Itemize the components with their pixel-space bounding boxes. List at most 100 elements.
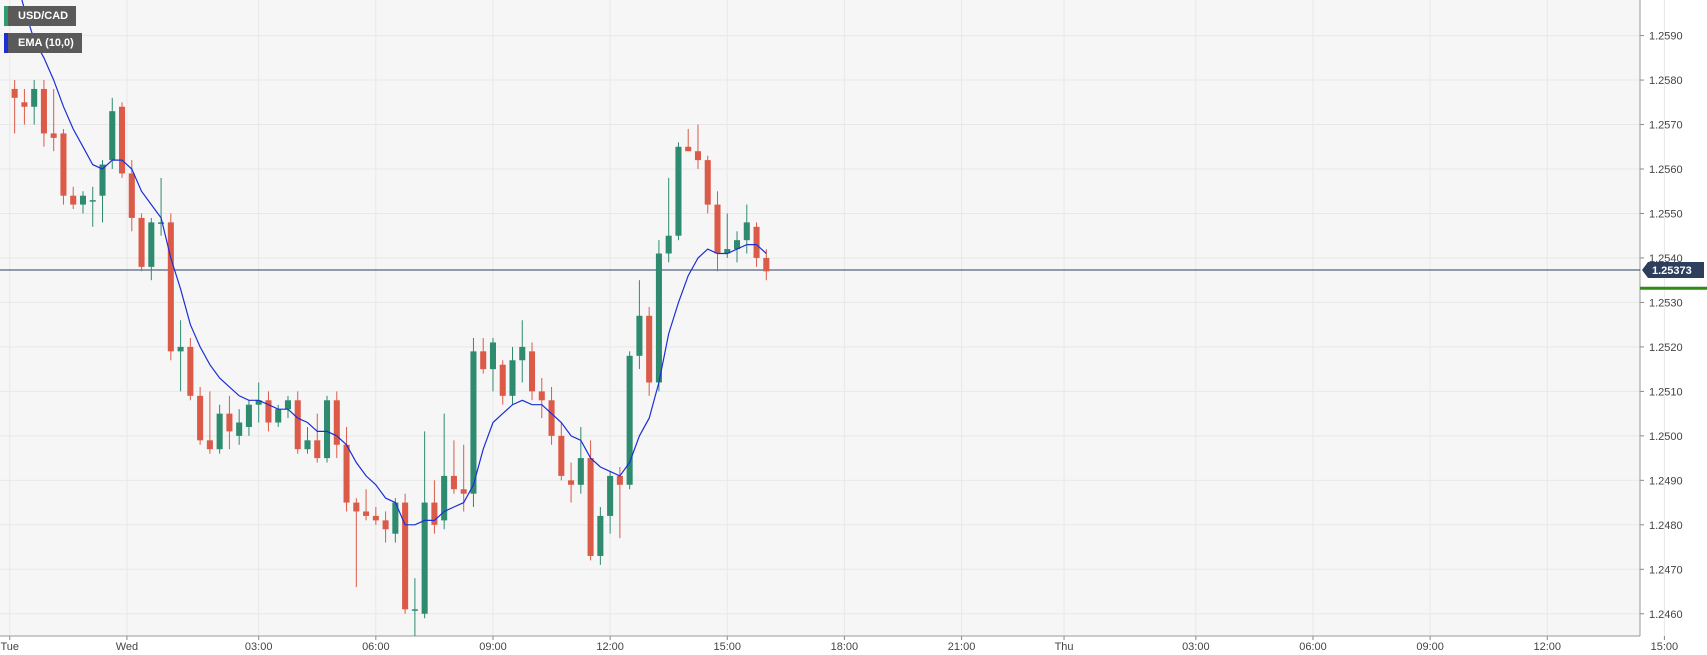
x-tick-label: 15:00 <box>713 641 741 653</box>
candle-body <box>694 151 702 161</box>
candle-body <box>753 226 760 258</box>
candle-body <box>597 515 604 556</box>
candle-body <box>323 400 331 459</box>
candle-body <box>148 222 155 267</box>
candle-body <box>421 502 428 614</box>
candle-body <box>431 502 438 525</box>
y-tick-label: 1.2570 <box>1649 120 1683 132</box>
candle-body <box>294 400 301 450</box>
candle-body <box>363 511 370 516</box>
x-tick-label: 09:00 <box>1416 641 1444 653</box>
candle-body <box>626 355 633 485</box>
candle-body <box>138 217 145 267</box>
legend-ema: EMA (10,0) <box>4 33 82 53</box>
y-tick-label: 1.2540 <box>1649 253 1683 265</box>
candle-body <box>411 609 418 611</box>
candle-body <box>499 364 506 396</box>
x-tick-label: 03:00 <box>245 641 273 653</box>
candle-body <box>743 222 750 241</box>
candle-body <box>216 413 223 450</box>
candle-body <box>616 475 623 485</box>
candle-body <box>353 502 360 512</box>
x-tick-label: 09:00 <box>479 641 507 653</box>
candle-body <box>31 88 38 107</box>
y-tick-label: 1.2460 <box>1649 609 1683 621</box>
candle-body <box>118 106 126 174</box>
y-tick-label: 1.2550 <box>1649 208 1683 220</box>
y-tick-label: 1.2530 <box>1649 297 1683 309</box>
candle-body <box>284 400 292 410</box>
x-tick-label: Thu <box>1055 641 1074 653</box>
candle-body <box>314 440 321 459</box>
candle-body <box>724 249 731 254</box>
candle-body <box>382 520 389 530</box>
x-tick-label: 15:00 <box>1651 641 1679 653</box>
last-price-label: 1.25373 <box>1652 265 1692 277</box>
candle-body <box>372 515 379 521</box>
candle-body <box>21 102 28 107</box>
candle-body <box>470 351 477 494</box>
ema-line <box>21 0 767 526</box>
candle-body <box>538 391 545 401</box>
candle-body <box>685 146 692 152</box>
legend-symbol: USD/CAD <box>4 6 77 26</box>
candle-body <box>304 440 311 450</box>
candle-body <box>714 204 721 254</box>
candle-body <box>245 404 252 427</box>
x-tick-label: 06:00 <box>1299 641 1327 653</box>
candle-body <box>226 413 233 432</box>
candle-body <box>343 444 350 503</box>
candle-body <box>646 315 653 383</box>
last-price-tag <box>1642 261 1704 278</box>
candle-body <box>460 489 467 494</box>
candle-body <box>441 475 448 521</box>
y-tick-label: 1.2520 <box>1649 342 1683 354</box>
candle-body <box>509 360 516 396</box>
candle-body <box>187 346 194 396</box>
candle-body <box>704 160 711 205</box>
x-tick-label: Wed <box>116 641 138 653</box>
candle-body <box>109 111 116 161</box>
x-tick-label: 12:00 <box>1533 641 1561 653</box>
candle-body <box>655 253 662 383</box>
candle-body <box>158 222 165 224</box>
x-tick-label: 03:00 <box>1182 641 1210 653</box>
y-tick-label: 1.2560 <box>1649 164 1683 176</box>
candle-body <box>733 240 741 250</box>
candle-body <box>519 346 526 361</box>
candle-body <box>197 395 204 441</box>
x-tick-label: 21:00 <box>948 641 976 653</box>
candle-body <box>763 257 770 272</box>
candle-body <box>402 502 409 610</box>
candle-body <box>489 342 497 370</box>
x-tick-label: Tue <box>0 641 19 653</box>
plot-area <box>0 0 1640 636</box>
y-tick-label: 1.2490 <box>1649 475 1683 487</box>
candle-body <box>79 195 87 205</box>
candle-body <box>60 133 67 196</box>
y-tick-label: 1.2580 <box>1649 75 1683 87</box>
candle-body <box>558 435 565 476</box>
candle-body <box>568 480 575 485</box>
y-tick-label: 1.2500 <box>1649 431 1683 443</box>
candle-body <box>675 146 682 236</box>
candle-body <box>450 475 457 490</box>
candle-body <box>665 235 672 254</box>
candle-body <box>50 133 57 138</box>
candle-body <box>128 173 135 218</box>
candle-body <box>548 400 555 436</box>
candle-body <box>89 200 96 202</box>
candle-body <box>177 346 184 352</box>
y-tick-label: 1.2590 <box>1649 31 1683 43</box>
y-tick-label: 1.2470 <box>1649 564 1683 576</box>
candle-body <box>587 458 594 556</box>
candle-body <box>636 315 643 356</box>
y-tick-label: 1.2480 <box>1649 520 1683 532</box>
candle-body <box>99 164 106 196</box>
candle-body <box>480 351 487 370</box>
candle-body <box>265 400 272 423</box>
x-tick-label: 06:00 <box>362 641 390 653</box>
candle-body <box>11 88 18 98</box>
candle-body <box>236 422 243 436</box>
